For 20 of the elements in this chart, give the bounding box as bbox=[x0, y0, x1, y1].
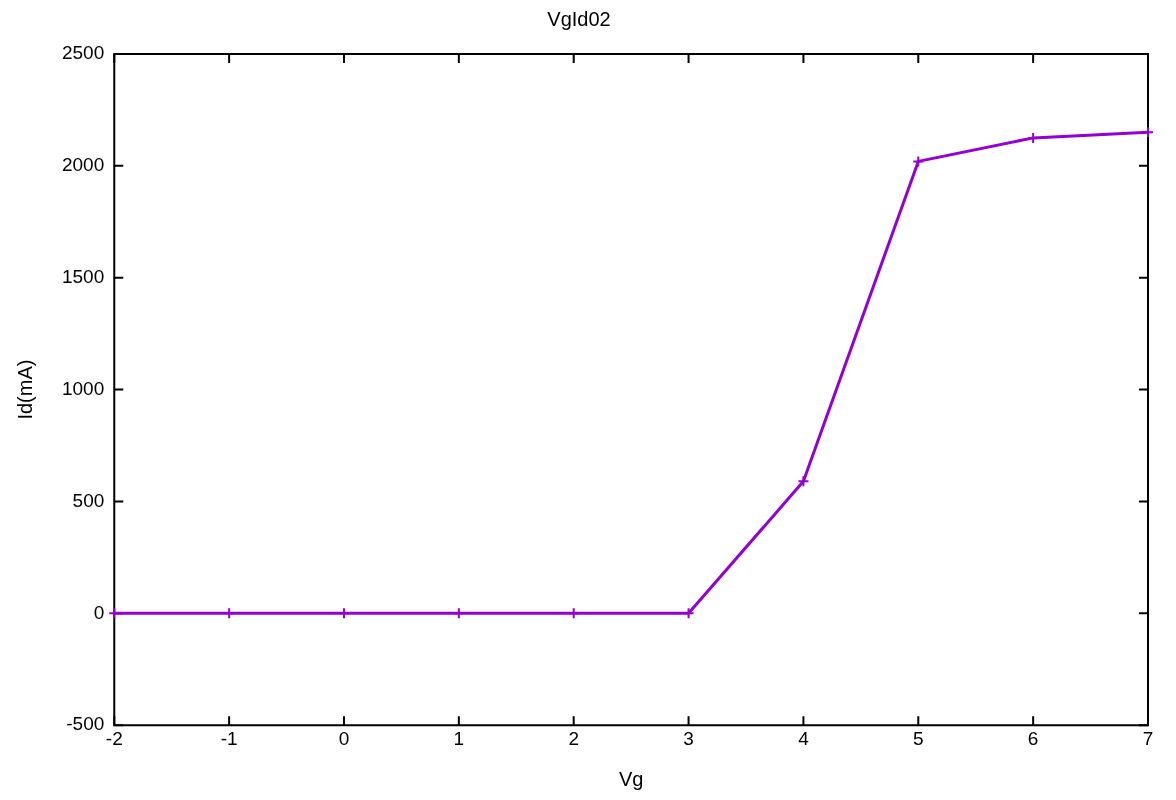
x-tick-label: 6 bbox=[1027, 727, 1039, 749]
x-tick-label: 1 bbox=[453, 727, 465, 749]
y-tick-label: -500 bbox=[66, 713, 105, 735]
x-tick-label: 7 bbox=[1142, 727, 1154, 749]
y-tick-label: 2500 bbox=[61, 42, 105, 64]
x-tick-label: 5 bbox=[912, 727, 924, 749]
y-tick-label: 2000 bbox=[61, 154, 105, 176]
y-tick-label: 1500 bbox=[61, 265, 105, 287]
chart-title: VgId02 bbox=[547, 7, 611, 30]
x-tick-label: 4 bbox=[798, 727, 810, 749]
x-tick-label: -2 bbox=[105, 727, 123, 749]
y-axis-title: Id(mA) bbox=[13, 359, 36, 420]
x-axis-title: Vg bbox=[618, 767, 644, 790]
x-tick-label: 3 bbox=[683, 727, 694, 749]
x-tick-label: 2 bbox=[568, 727, 579, 749]
y-tick-label: 1000 bbox=[61, 377, 105, 399]
y-tick-label: 0 bbox=[93, 601, 105, 623]
x-tick-label: -1 bbox=[220, 727, 238, 749]
x-tick-label: 0 bbox=[338, 727, 350, 749]
y-tick-label: 500 bbox=[72, 489, 105, 511]
